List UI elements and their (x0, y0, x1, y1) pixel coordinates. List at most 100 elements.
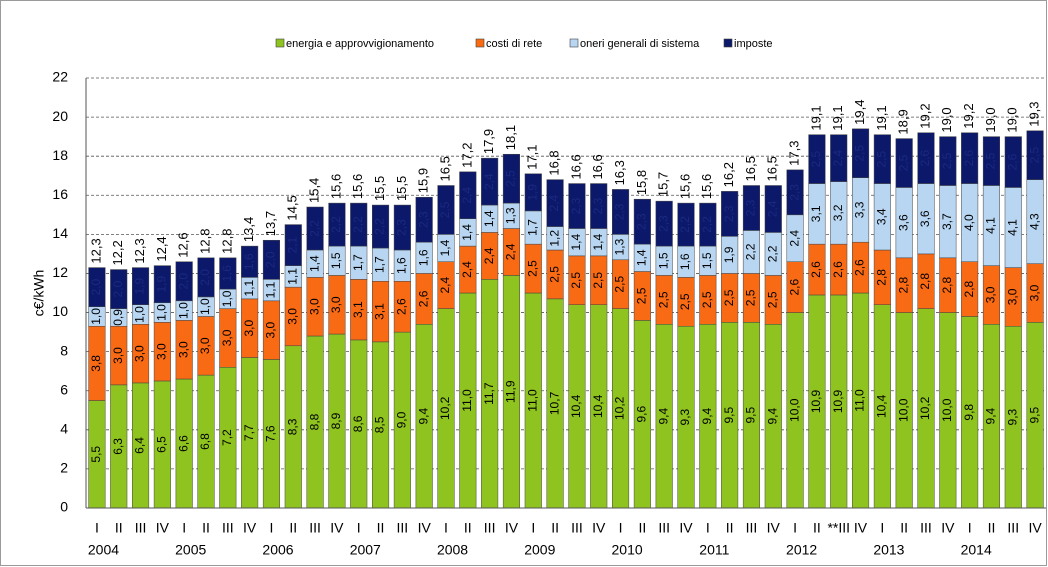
segment-label: 2,2 (351, 216, 365, 233)
segment-label: 10,7 (547, 391, 561, 415)
segment-label: 1,6 (416, 249, 430, 266)
segment-label: 1,0 (220, 290, 234, 307)
total-label: 18,9 (896, 109, 911, 134)
segment-label: 3,0 (307, 298, 321, 315)
segment-label: 9,4 (656, 407, 670, 424)
segment-label: 2,4 (460, 187, 474, 204)
segment-label: 2,4 (460, 261, 474, 278)
segment-label: 3,0 (329, 296, 343, 313)
segment-label: 1,1 (264, 281, 278, 298)
segment-label: 6,5 (155, 436, 169, 453)
total-label: 15,6 (328, 174, 343, 199)
total-label: 15,7 (656, 172, 671, 197)
total-label: 19,1 (874, 105, 889, 130)
y-tick-label: 2 (60, 460, 68, 476)
segment-label: 2,5 (591, 272, 605, 289)
segment-label: 2,3 (613, 203, 627, 220)
x-tick-label: II (289, 520, 297, 536)
bar-segment (546, 179, 564, 227)
segment-label: 3,0 (264, 321, 278, 338)
y-tick-label: 16 (52, 186, 68, 202)
bar-segment (568, 183, 586, 229)
bar-segment (459, 171, 477, 219)
x-tick-label: IV (505, 520, 519, 536)
segment-label: 9,5 (722, 406, 736, 423)
total-label: 15,6 (350, 174, 365, 199)
segment-label: 11,0 (460, 389, 474, 412)
segment-label: 2,5 (504, 170, 518, 187)
total-label: 19,0 (983, 107, 998, 132)
total-label: 17,9 (481, 129, 496, 154)
segment-label: 1,0 (89, 308, 103, 325)
segment-label: 4,1 (984, 217, 998, 234)
bar-segment (1026, 130, 1044, 180)
y-tick-label: 4 (60, 421, 68, 437)
total-label: 16,8 (547, 150, 562, 175)
segment-label: 10,9 (831, 389, 845, 413)
segment-label: 6,3 (111, 438, 125, 455)
bar-segment (284, 224, 302, 266)
total-label: 12,2 (110, 240, 125, 265)
segment-label: 2,5 (525, 260, 539, 277)
x-tick-label: I (531, 520, 535, 536)
segment-label: 1,3 (504, 207, 518, 224)
segment-label: 2,4 (438, 277, 452, 294)
segment-label: 2,5 (744, 289, 758, 306)
segment-label: 3,1 (351, 301, 365, 318)
legend-label: oneri generali di sistema (580, 38, 700, 50)
segment-label: 9,0 (395, 411, 409, 428)
segment-label: 1,5 (700, 252, 714, 269)
total-label: 12,6 (176, 232, 191, 257)
year-label: 2004 (88, 542, 119, 558)
total-label: 16,5 (437, 156, 452, 181)
segment-label: 1,4 (438, 239, 452, 256)
x-tick-label: I (619, 520, 623, 536)
total-label: 15,5 (394, 176, 409, 201)
segment-label: 1,9 (155, 276, 169, 293)
x-tick-label: III (397, 520, 409, 536)
segment-label: 1,7 (373, 256, 387, 273)
x-tick-label: I (182, 520, 186, 536)
segment-label: 1,9 (722, 246, 736, 263)
segment-label: 9,8 (962, 404, 976, 421)
segment-label: 10,0 (787, 398, 801, 422)
segment-label: 9,5 (1027, 406, 1041, 423)
segment-label: 10,0 (940, 398, 954, 422)
x-tick-label: I (880, 520, 884, 536)
segment-label: 2,1 (285, 236, 299, 253)
x-tick-label: I (706, 520, 710, 536)
segment-label: 2,6 (831, 261, 845, 278)
bar-segment (590, 183, 608, 229)
segment-label: 1,0 (176, 302, 190, 319)
segment-label: 2,3 (744, 199, 758, 216)
segment-label: 2,4 (787, 230, 801, 247)
segment-label: 2,0 (176, 273, 190, 290)
segment-label: 2,6 (1005, 153, 1019, 170)
segment-label: 2,5 (438, 201, 452, 218)
segment-label: 2,8 (940, 277, 954, 294)
segment-label: 1,0 (133, 306, 147, 323)
segment-label: 7,6 (264, 425, 278, 442)
segment-label: 7,7 (242, 424, 256, 441)
x-tick-label: I (270, 520, 274, 536)
bar-segment (110, 269, 128, 309)
segment-label: 2,3 (722, 205, 736, 222)
x-tick-label: IV (243, 520, 257, 536)
segment-label: 2,5 (896, 154, 910, 171)
bar-segment (175, 261, 193, 302)
segment-label: 2,5 (722, 289, 736, 306)
segment-label: 11,0 (525, 389, 539, 412)
segment-label: 3,4 (875, 208, 889, 225)
segment-label: 1,6 (242, 253, 256, 270)
segment-label: 1,5 (656, 252, 670, 269)
segment-label: 1,0 (198, 298, 212, 315)
y-tick-label: 10 (52, 303, 68, 319)
x-tick-label: II (464, 520, 472, 536)
segment-label: 1,7 (525, 219, 539, 236)
segment-label: 1,4 (635, 249, 649, 266)
x-tick-label: II (377, 520, 385, 536)
segment-label: 3,3 (853, 201, 867, 218)
bar-segment (655, 200, 673, 247)
segment-label: 2,2 (373, 218, 387, 235)
segment-label: 2,3 (635, 213, 649, 230)
